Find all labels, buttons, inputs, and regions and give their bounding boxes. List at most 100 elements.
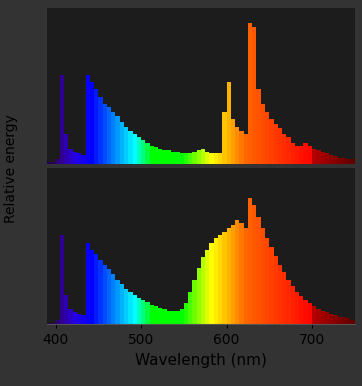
Bar bbox=[85, 74, 90, 164]
Bar bbox=[214, 153, 218, 164]
Bar bbox=[137, 137, 141, 164]
Bar bbox=[56, 159, 60, 164]
Bar bbox=[132, 295, 137, 324]
Bar bbox=[120, 122, 124, 164]
Bar bbox=[316, 310, 321, 324]
Bar bbox=[312, 149, 316, 164]
Bar bbox=[333, 315, 338, 324]
Bar bbox=[141, 140, 146, 164]
Bar bbox=[167, 311, 171, 324]
Bar bbox=[192, 152, 197, 164]
Bar bbox=[265, 238, 269, 324]
Bar bbox=[73, 152, 77, 164]
Bar bbox=[188, 153, 192, 164]
Bar bbox=[85, 242, 90, 324]
Bar bbox=[346, 318, 350, 324]
Bar bbox=[338, 158, 342, 164]
Bar bbox=[56, 320, 60, 324]
Bar bbox=[163, 310, 167, 324]
Bar bbox=[77, 314, 81, 324]
Bar bbox=[239, 131, 244, 164]
Bar bbox=[299, 146, 303, 164]
Bar bbox=[256, 90, 261, 164]
Bar bbox=[81, 315, 85, 324]
Bar bbox=[308, 303, 312, 324]
Bar bbox=[205, 250, 210, 324]
Bar bbox=[291, 143, 295, 164]
Bar bbox=[154, 147, 158, 164]
Bar bbox=[303, 300, 308, 324]
Bar bbox=[227, 82, 231, 164]
Bar bbox=[201, 257, 205, 324]
Bar bbox=[282, 134, 286, 164]
Bar bbox=[98, 261, 102, 324]
Bar bbox=[338, 317, 342, 324]
Bar bbox=[68, 310, 73, 324]
Bar bbox=[286, 137, 291, 164]
Bar bbox=[321, 152, 325, 164]
Bar bbox=[184, 153, 188, 164]
Bar bbox=[146, 302, 150, 324]
Bar bbox=[167, 150, 171, 164]
Bar bbox=[120, 284, 124, 324]
Bar bbox=[150, 146, 154, 164]
Bar bbox=[350, 320, 355, 324]
Bar bbox=[210, 153, 214, 164]
Bar bbox=[325, 312, 329, 324]
Bar bbox=[295, 291, 299, 324]
Bar bbox=[132, 134, 137, 164]
Bar bbox=[158, 149, 163, 164]
Bar bbox=[51, 323, 56, 324]
Bar bbox=[60, 74, 64, 164]
Bar bbox=[184, 303, 188, 324]
Bar bbox=[244, 134, 248, 164]
Bar bbox=[282, 272, 286, 324]
Bar bbox=[269, 247, 274, 324]
Bar bbox=[115, 280, 120, 324]
Bar bbox=[278, 128, 282, 164]
Bar bbox=[218, 235, 222, 324]
Bar bbox=[252, 205, 256, 324]
Bar bbox=[77, 153, 81, 164]
Bar bbox=[124, 127, 128, 164]
Bar bbox=[201, 149, 205, 164]
Bar bbox=[252, 27, 256, 164]
Bar bbox=[128, 131, 132, 164]
Bar bbox=[248, 198, 252, 324]
Bar bbox=[299, 296, 303, 324]
Bar bbox=[64, 295, 68, 324]
Bar bbox=[325, 153, 329, 164]
Bar bbox=[291, 286, 295, 324]
Bar bbox=[222, 112, 227, 164]
Bar bbox=[141, 300, 146, 324]
Bar bbox=[231, 225, 235, 324]
Bar bbox=[227, 228, 231, 324]
Bar bbox=[274, 124, 278, 164]
Bar bbox=[312, 306, 316, 324]
Bar bbox=[81, 155, 85, 164]
Bar bbox=[239, 223, 244, 324]
Bar bbox=[278, 265, 282, 324]
Bar bbox=[197, 150, 201, 164]
Bar bbox=[175, 152, 180, 164]
Bar bbox=[180, 310, 184, 324]
Bar bbox=[231, 119, 235, 164]
Bar bbox=[210, 242, 214, 324]
Bar bbox=[350, 159, 355, 164]
Bar bbox=[321, 311, 325, 324]
Bar bbox=[248, 22, 252, 164]
Bar bbox=[329, 155, 333, 164]
Bar bbox=[111, 274, 115, 324]
Bar bbox=[47, 162, 51, 164]
Bar bbox=[115, 116, 120, 164]
Bar bbox=[51, 162, 56, 164]
Bar bbox=[205, 152, 210, 164]
Bar bbox=[90, 250, 94, 324]
Bar bbox=[111, 112, 115, 164]
Bar bbox=[90, 82, 94, 164]
Bar bbox=[235, 220, 239, 324]
Bar bbox=[303, 143, 308, 164]
Bar bbox=[102, 265, 107, 324]
Bar bbox=[188, 291, 192, 324]
Bar bbox=[68, 149, 73, 164]
